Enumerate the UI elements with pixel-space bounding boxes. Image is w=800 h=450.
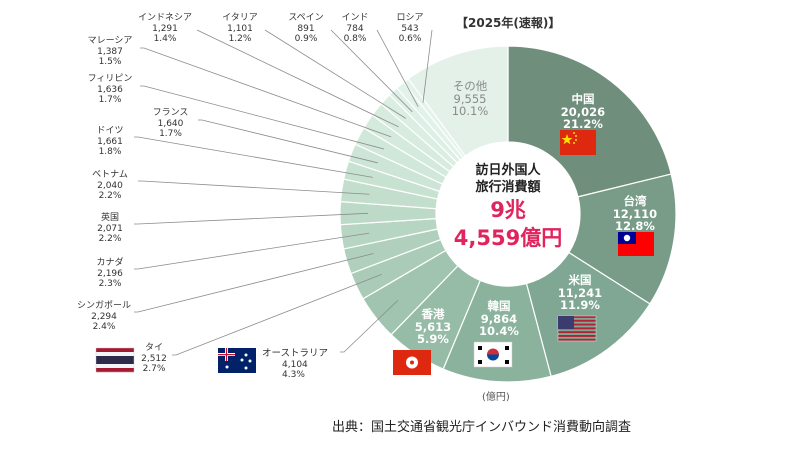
leader-line-12 <box>198 119 378 164</box>
slice-label-china: 中国 20,026 21.2% <box>560 92 606 131</box>
usa-flag-icon <box>557 315 597 342</box>
leader-line-10 <box>138 180 370 195</box>
china-flag-icon <box>560 130 596 155</box>
leader-line-9 <box>134 212 369 225</box>
thailand-flag-icon <box>95 347 135 373</box>
callout-canada: カナダ 2,196 2.3% <box>96 258 124 289</box>
leader-line-6 <box>172 273 382 356</box>
callout-germany: ドイツ 1,661 1.8% <box>96 126 124 157</box>
leader-line-18 <box>376 29 419 107</box>
callout-malaysia: マレーシア 1,387 1.5% <box>87 36 133 67</box>
center-total-line2: 4,559億円 <box>453 226 563 250</box>
leader-line-7 <box>134 253 374 313</box>
donut-hole <box>436 142 580 286</box>
callout-india: インド 784 0.8% <box>341 13 369 44</box>
leader-line-11 <box>134 136 373 178</box>
leader-line-8 <box>134 232 370 270</box>
slice-label-usa: 米国 11,241 11.9% <box>557 273 603 312</box>
callout-spain: スペイン 891 0.9% <box>288 13 324 44</box>
center-total: 訪日外国人 旅行消費額 9兆 4,559億円 <box>437 162 579 252</box>
slice-label-taiwan: 台湾 12,110 12.8% <box>612 194 658 233</box>
callout-thailand: タイ 2,512 2.7% <box>141 343 167 374</box>
leader-line-19 <box>422 29 433 103</box>
callout-vietnam: ベトナム 2,040 2.2% <box>92 170 128 201</box>
slice-label-hongkong: 香港 5,613 5.9% <box>414 307 452 346</box>
callout-australia: オーストラリア 4,104 4.3% <box>262 348 329 380</box>
korea-flag-icon <box>473 341 513 368</box>
leader-line-15 <box>196 29 399 128</box>
source-note: 出典：国土交通省観光庁インバウンド消費動向調査 <box>332 420 632 435</box>
callout-uk: 英国 2,071 2.2% <box>97 213 123 244</box>
callout-singapore: シンガポール 2,294 2.4% <box>76 301 131 332</box>
australia-flag-icon <box>218 348 256 373</box>
leader-line-17 <box>330 29 413 113</box>
leader-line-14 <box>140 47 392 138</box>
callout-italy: イタリア 1,101 1.2% <box>222 13 258 44</box>
callout-france: フランス 1,640 1.7% <box>152 108 189 139</box>
slice-label-korea: 韓国 9,864 10.4% <box>479 299 519 338</box>
taiwan-flag-icon <box>618 232 654 256</box>
callout-indonesia: インドネシア 1,291 1.4% <box>137 13 192 44</box>
center-title-line1: 訪日外国人 <box>475 163 541 178</box>
callout-russia: ロシア 543 0.6% <box>396 13 424 44</box>
year-tag: 【2025年(速報)】 <box>456 16 561 30</box>
center-total-line1: 9兆 <box>490 198 526 222</box>
callout-philippines: フィリピン 1,636 1.7% <box>87 74 133 105</box>
leader-line-16 <box>264 29 406 119</box>
center-title-line2: 旅行消費額 <box>475 180 541 195</box>
hongkong-flag-icon <box>393 350 431 375</box>
leader-line-13 <box>140 85 385 150</box>
slice-label-others: その他 9,555 10.1% <box>451 79 489 118</box>
unit-note: (億円) <box>482 392 510 403</box>
leader-line-5 <box>340 300 399 353</box>
